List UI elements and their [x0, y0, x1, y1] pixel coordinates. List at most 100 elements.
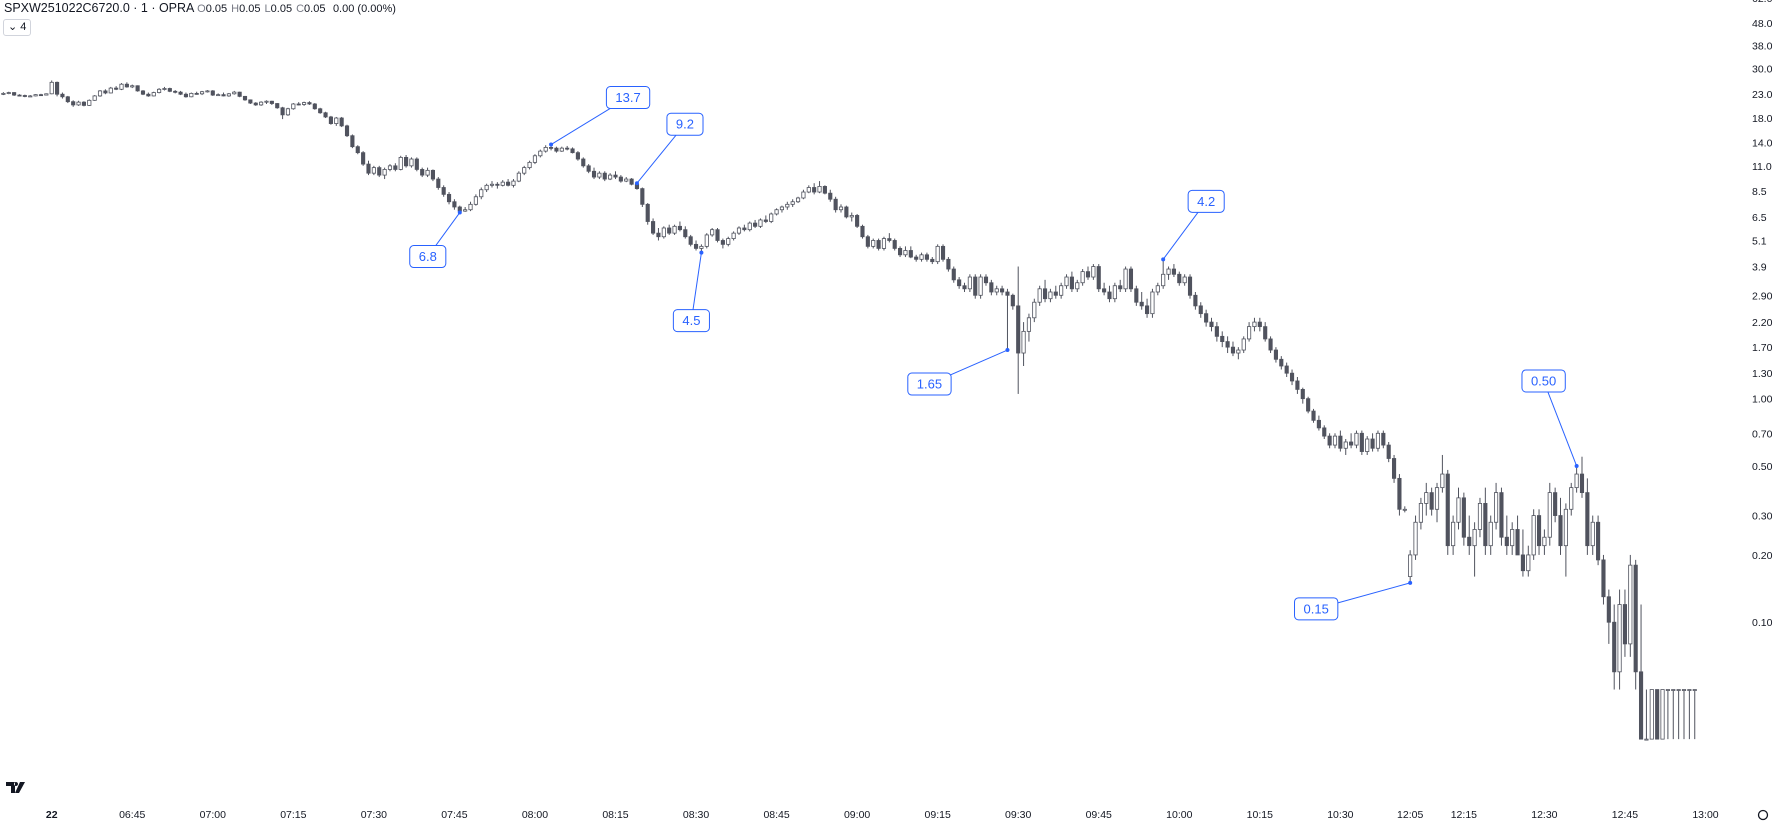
candle-body [1252, 321, 1257, 328]
candle-body [758, 219, 763, 227]
candle-body [157, 88, 162, 93]
candle-body [1628, 564, 1633, 645]
candle-body [661, 227, 666, 238]
candle-body [1617, 604, 1622, 673]
candle-body [1510, 529, 1515, 547]
callout-label: 6.8 [419, 249, 437, 264]
y-tick-label: 48.0 [1752, 18, 1773, 30]
candle-body [1472, 529, 1477, 547]
y-tick-label: 11.0 [1752, 161, 1772, 173]
candle-body [221, 94, 226, 97]
candle-body [1681, 689, 1687, 691]
y-tick-label: 2.90 [1752, 290, 1773, 302]
candle-body [795, 197, 801, 203]
candle-body [366, 163, 371, 174]
candle-body [409, 158, 414, 167]
y-tick-label: 3.9 [1752, 262, 1767, 274]
x-tick-label: 12:05 [1397, 809, 1423, 821]
candle-body [242, 95, 248, 101]
indicators-toggle[interactable]: ⌄ 4 [3, 19, 32, 36]
candle-body [516, 172, 521, 182]
candle-body [323, 112, 328, 118]
symbol[interactable]: SPXW251022C6720.0 · 1 · OPRA [4, 1, 194, 15]
candle-body [103, 90, 108, 94]
candle-body [833, 198, 838, 211]
x-tick-label: 09:00 [844, 809, 870, 821]
candle-body [1408, 554, 1413, 577]
candle-body [1263, 326, 1268, 340]
candle-body [226, 93, 231, 97]
candle-body [1574, 473, 1579, 489]
callout: 0.50 [1521, 369, 1566, 393]
x-tick-label: 13:00 [1692, 809, 1718, 821]
candle-body [1016, 305, 1021, 354]
x-tick-label: 09:30 [1005, 809, 1031, 821]
candle-body [1671, 689, 1676, 691]
candle-body [1494, 492, 1499, 523]
x-tick-label: 06:45 [119, 809, 145, 821]
candle-body [881, 238, 887, 249]
candle-body [624, 178, 629, 182]
candle-body [1461, 497, 1466, 538]
candle-body [1316, 419, 1321, 429]
candle-body [812, 187, 817, 193]
candle-body [892, 240, 897, 249]
legend-header: SPXW251022C6720.0 · 1 · OPRA O0.05 H0.05 L… [4, 1, 400, 15]
candle-body [753, 222, 758, 227]
candle-body [1391, 458, 1397, 479]
candle-body [645, 203, 650, 222]
candle-body [693, 243, 699, 249]
candle-body [296, 103, 301, 106]
x-tick-label: 09:45 [1086, 809, 1112, 821]
candle-body [489, 183, 495, 186]
candle-body [49, 81, 54, 95]
y-tick-label: 0.20 [1752, 550, 1773, 562]
candle-body [6, 92, 11, 94]
callout-label: 0.15 [1304, 601, 1329, 616]
callout-label: 0.50 [1531, 373, 1556, 388]
candle-body [1247, 326, 1252, 340]
candle-body [350, 135, 355, 148]
candle-body [1236, 349, 1241, 354]
candle-body [1257, 321, 1262, 328]
candle-body [1590, 521, 1595, 547]
candle-body [162, 88, 167, 90]
candle-body [151, 92, 156, 97]
callout: 0.15 [1294, 597, 1339, 621]
candle-body [55, 81, 60, 95]
candle-body [532, 155, 538, 163]
candle-body [511, 180, 516, 186]
candle-body [1112, 285, 1117, 300]
candle-body [302, 102, 307, 105]
candle-body [581, 158, 586, 167]
candle-body [1483, 503, 1488, 547]
candle-body [1150, 291, 1155, 315]
candle-body [398, 156, 403, 170]
candle-body [1053, 291, 1058, 296]
candle-body [704, 234, 709, 247]
candle-body [806, 187, 811, 193]
candle-body [629, 178, 634, 185]
candle-body [500, 181, 505, 186]
candle-body [484, 184, 489, 191]
candle-body [275, 103, 280, 109]
candle-body [1091, 266, 1096, 278]
candle-body [1655, 689, 1660, 740]
candle-body [17, 94, 22, 97]
candle-body [779, 206, 785, 211]
candle-body [1596, 521, 1601, 561]
candle-body [688, 236, 693, 245]
candle-body [1638, 671, 1644, 740]
candle-body [860, 225, 865, 238]
callout-label: 4.2 [1197, 194, 1215, 209]
candle-body [1456, 497, 1461, 523]
candle-body [344, 125, 350, 137]
ohlc-value: 0.05 [239, 3, 261, 15]
candle-body [1193, 294, 1198, 307]
candle-body [1005, 291, 1010, 296]
candle-body [908, 250, 913, 258]
candle-body [506, 181, 511, 186]
candle-body [108, 87, 113, 94]
